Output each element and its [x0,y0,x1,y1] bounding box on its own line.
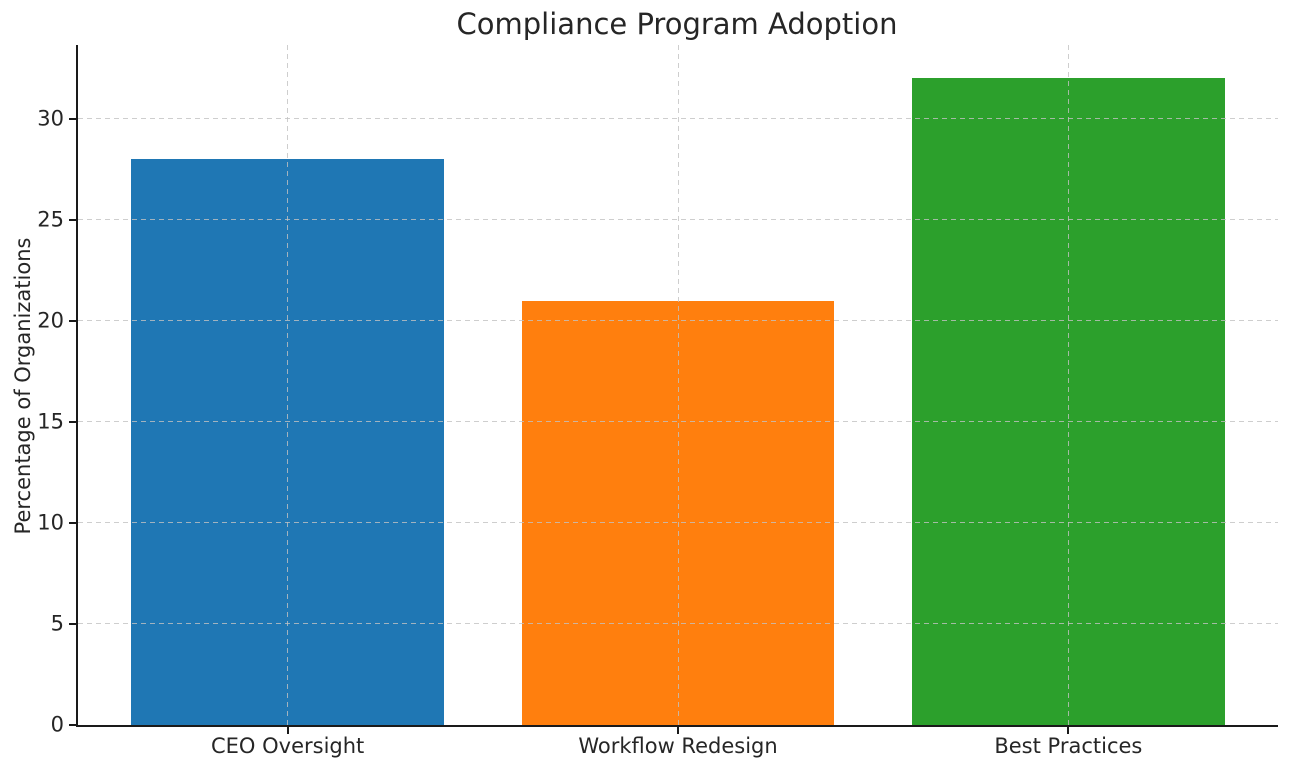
y-tick-mark [69,420,78,423]
x-tick-label: CEO Oversight [210,734,365,758]
horizontal-gridline [78,118,1278,120]
y-tick-label: 5 [50,611,64,636]
chart-title: Compliance Program Adoption [456,7,898,41]
x-tick-mark [286,725,289,734]
horizontal-gridline [78,623,1278,625]
horizontal-gridline [78,320,1278,322]
plot-area: CEO Oversight Workflow Redesign Best Pract… [37,45,1278,757]
vertical-gridline [1067,45,1069,725]
y-axis-label: Percentage of Organizations [11,237,35,535]
y-tick-mark [69,117,78,120]
x-tick-label: Workflow Redesign [578,734,778,758]
y-tick-mark [69,218,78,221]
y-tick-mark [69,724,78,726]
x-tick-mark [1067,725,1070,734]
vertical-gridline [677,45,679,725]
y-tick-label: 0 [50,712,64,737]
y-tick-label: 20 [37,308,64,333]
horizontal-gridline [78,522,1278,524]
y-tick-label: 15 [37,409,64,434]
vertical-gridline [287,45,289,725]
x-tick-label: Best Practices [994,734,1143,758]
x-tick-mark [677,725,679,734]
y-tick-label: 25 [37,207,64,232]
y-tick-mark [69,319,78,322]
horizontal-gridline [78,219,1278,221]
y-tick-mark [69,622,78,625]
y-tick-label: 10 [37,510,64,535]
y-tick-mark [69,521,78,524]
y-tick-label: 30 [37,106,64,131]
horizontal-gridline [78,421,1278,423]
